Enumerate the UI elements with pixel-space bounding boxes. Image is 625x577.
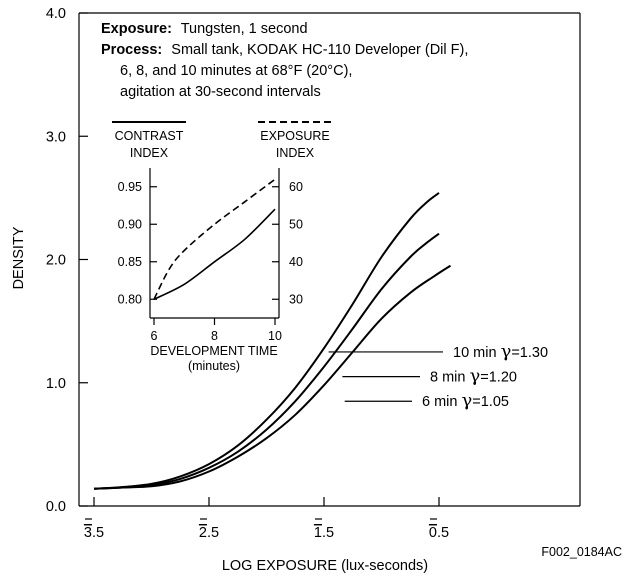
inset-right-tick-label: 50 <box>289 217 303 231</box>
inset-left-tick-label: 0.85 <box>118 255 142 269</box>
density-curve-8-min <box>93 232 440 490</box>
inset-x-tick-label: 6 <box>151 329 158 343</box>
y-axis-ticks: 0.0 1.0 2.0 3.0 4.0 <box>46 6 88 515</box>
x-tick-label: 0.5 <box>429 525 449 541</box>
y-tick-label: 2.0 <box>46 253 66 269</box>
legend-contrast-index: CONTRAST <box>115 129 184 143</box>
inset-chart: 0.80 0.85 0.90 0.95 30 40 50 60 6 8 10 DEVELOPMENT… <box>118 168 303 373</box>
inset-left-tick-label: 0.80 <box>118 292 142 306</box>
y-axis-label: DENSITY <box>11 226 27 289</box>
inset-legend: CONTRAST INDEX EXPOSURE INDEX <box>112 121 332 160</box>
y-tick-label: 3.0 <box>46 129 66 145</box>
curve-label-time: 6 min <box>422 394 462 410</box>
y-tick-label: 4.0 <box>46 6 66 22</box>
exposure-value: Tungsten, 1 second <box>181 21 308 37</box>
exposure-index-curve <box>153 178 276 300</box>
inset-x-tick-label: 8 <box>211 329 218 343</box>
figure-id: F002_0184AC <box>541 545 622 559</box>
x-tick-bar-digit: 3 <box>84 525 92 541</box>
svg-text:Process: Small tank, KOD: Process: Small tank, KODAK HC-110 Develo… <box>101 42 468 58</box>
density-curve-10-min <box>93 192 440 490</box>
process-label: Process: <box>101 42 162 58</box>
x-tick-bar-digit: 1 <box>314 525 322 541</box>
gamma-symbol: γ <box>470 366 481 387</box>
legend-contrast-index-2: INDEX <box>130 146 169 160</box>
info-block: Exposure: Tungsten, 1 second Process: Sm… <box>101 21 468 100</box>
process-line3: agitation at 30-second intervals <box>120 84 321 100</box>
curve-label-gamma: =1.05 <box>472 394 509 410</box>
x-tick-rest: .5 <box>322 525 334 541</box>
gamma-symbol: γ <box>462 390 473 411</box>
inset-left-tick-label: 0.95 <box>118 180 142 194</box>
curve-label: 10 min γ=1.30 <box>453 341 548 362</box>
x-tick-label: 2.5 <box>199 525 219 541</box>
x-tick-rest: .5 <box>437 525 449 541</box>
curve-label-gamma: =1.30 <box>511 345 548 361</box>
gamma-symbol: γ <box>501 341 512 362</box>
x-tick-rest: .5 <box>92 525 104 541</box>
contrast-index-curve <box>153 208 276 301</box>
exposure-label: Exposure: <box>101 21 172 37</box>
svg-text:Exposure: Tungsten, 1 se: Exposure: Tungsten, 1 second <box>101 21 308 37</box>
x-tick-label: 3.5 <box>84 525 104 541</box>
x-axis-label: LOG EXPOSURE (lux-seconds) <box>222 558 428 574</box>
inset-x-label-units: (minutes) <box>188 359 240 373</box>
inset-left-tick-label: 0.90 <box>118 217 142 231</box>
y-tick-label: 1.0 <box>46 376 66 392</box>
x-tick-rest: .5 <box>207 525 219 541</box>
y-tick-label: 0.0 <box>46 499 66 515</box>
curve-label: 8 min γ=1.20 <box>430 366 517 387</box>
inset-right-tick-label: 30 <box>289 292 303 306</box>
inset-x-label: DEVELOPMENT TIME <box>150 344 277 358</box>
legend-exposure-index: EXPOSURE <box>260 129 329 143</box>
x-tick-bar-digit: 0 <box>429 525 437 541</box>
curve-label-gamma: =1.20 <box>480 370 517 386</box>
inset-right-tick-label: 40 <box>289 255 303 269</box>
inset-right-tick-label: 60 <box>289 180 303 194</box>
curve-label-time: 8 min <box>430 370 470 386</box>
curve-label: 6 min γ=1.05 <box>422 390 509 411</box>
x-tick-label: 1.5 <box>314 525 334 541</box>
density-curves <box>93 192 452 490</box>
x-tick-bar-digit: 2 <box>199 525 207 541</box>
curve-labels: 10 min γ=1.308 min γ=1.206 min γ=1.05 <box>328 341 548 411</box>
density-curve-6-min <box>93 264 452 490</box>
process-line2: 6, 8, and 10 minutes at 68°F (20°C), <box>120 63 352 79</box>
x-axis-ticks: 3.5 2.5 1.5 0.5 <box>84 497 449 541</box>
curve-label-time: 10 min <box>453 345 501 361</box>
legend-exposure-index-2: INDEX <box>276 146 315 160</box>
process-line1: Small tank, KODAK HC-110 Developer (Dil … <box>171 42 468 58</box>
inset-x-tick-label: 10 <box>268 329 282 343</box>
